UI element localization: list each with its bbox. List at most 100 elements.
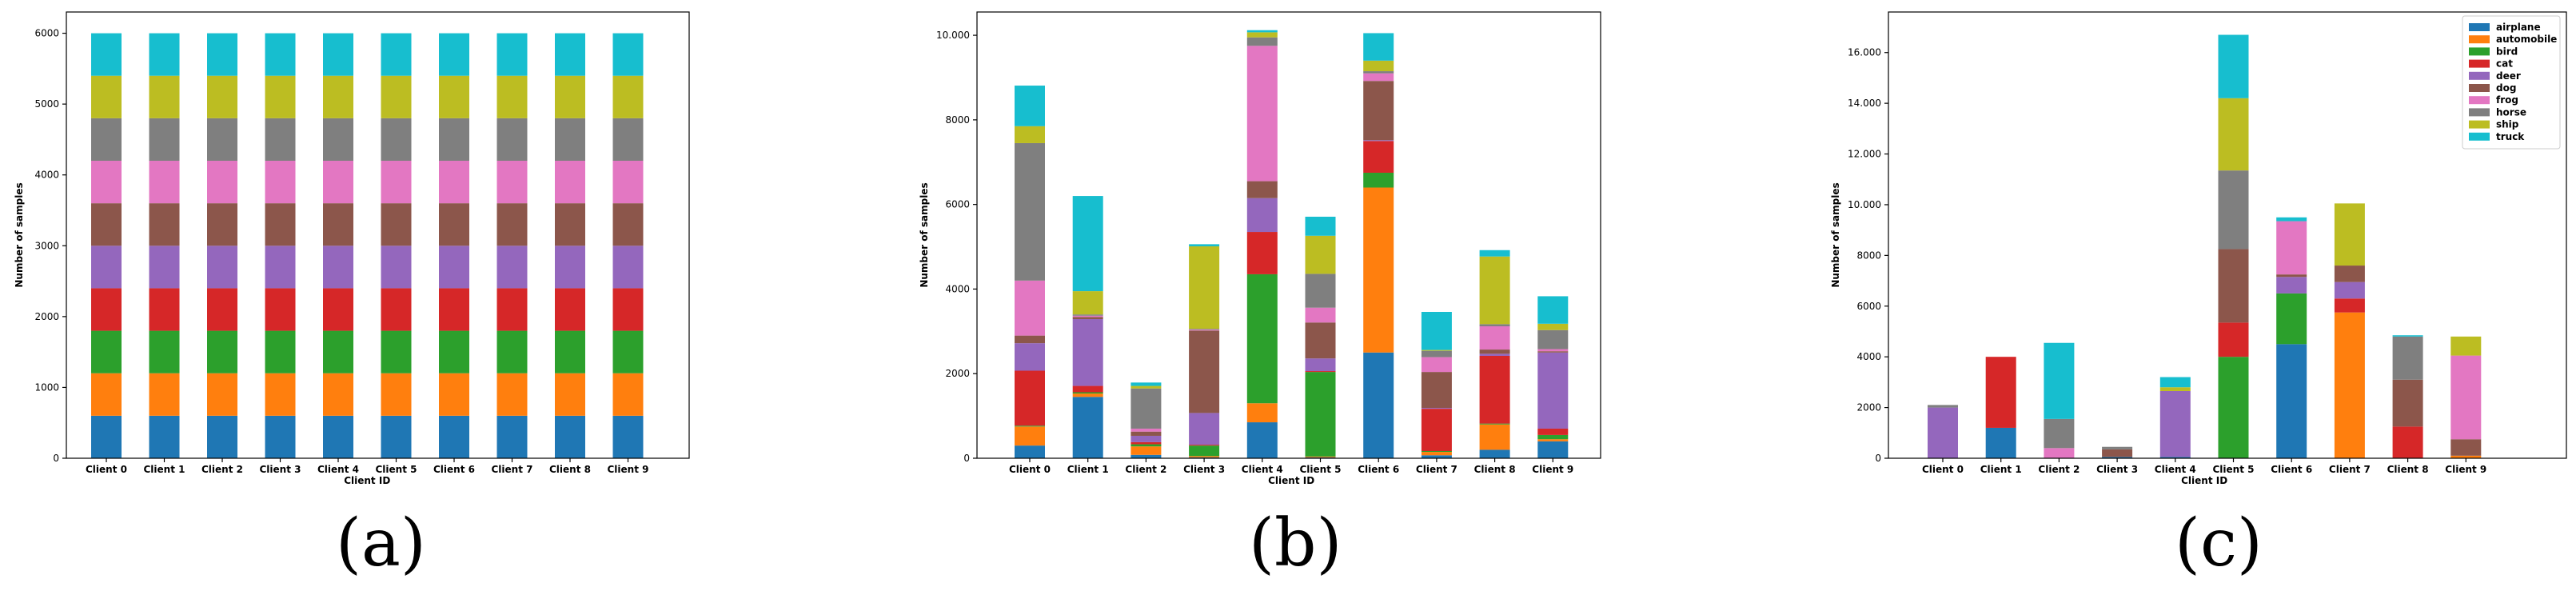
panel-c-bar-airplane bbox=[1985, 427, 2016, 458]
panel-a-bar-automobile bbox=[265, 373, 296, 416]
panel-b-bar-dog bbox=[1072, 317, 1103, 319]
panel-b-bar-deer bbox=[1363, 140, 1394, 142]
panel-b-ytick-label: 0 bbox=[963, 453, 970, 464]
panel-a-bar-cat bbox=[149, 288, 180, 331]
panel-a-xtick-label: Client 9 bbox=[608, 464, 649, 475]
panel-c-legend-swatch-automobile bbox=[2469, 35, 2490, 44]
panel-a-bar-airplane bbox=[439, 415, 469, 458]
panel-b-bar-automobile bbox=[1246, 403, 1278, 423]
panel-a-bar-dog bbox=[496, 203, 528, 246]
panel-c-legend-swatch-ship bbox=[2469, 120, 2490, 129]
panel-a-bar-cat bbox=[612, 288, 644, 331]
panel-a-bar-cat bbox=[381, 288, 412, 331]
panel-a-bar-automobile bbox=[555, 373, 585, 416]
panel-b-bar-deer bbox=[1537, 352, 1569, 429]
panel-a-bar-automobile bbox=[496, 373, 528, 416]
panel-a-bar-bird bbox=[381, 330, 412, 373]
panel-c-xtick-label: Client 1 bbox=[1980, 464, 2022, 475]
panel-a-xtick-label: Client 4 bbox=[317, 464, 359, 475]
panel-c-ytick-label: 6000 bbox=[1856, 301, 1881, 312]
panel-c-legend-swatch-dog bbox=[2469, 84, 2490, 92]
panel-b-bar-bird bbox=[1421, 451, 1452, 453]
panel-b-xtick-label: Client 1 bbox=[1067, 464, 1109, 475]
panel-a-bar-horse bbox=[91, 118, 122, 161]
panel-c-bar-ship bbox=[2334, 203, 2365, 266]
panel-b-bar-horse bbox=[1246, 37, 1278, 46]
panel-b-bar-airplane bbox=[1537, 441, 1569, 458]
panel-b-bar-cat bbox=[1363, 141, 1394, 173]
panel-b-bar-cat bbox=[1479, 356, 1510, 424]
panel-c-bar-ship bbox=[2159, 387, 2191, 391]
panel-c-bar-truck bbox=[2218, 34, 2249, 98]
panel-c-bar-dog bbox=[2392, 379, 2423, 427]
panel-b-bar-horse bbox=[1363, 71, 1394, 74]
panel-a-bar-horse bbox=[439, 118, 469, 161]
panel-b-bar-ship bbox=[1421, 349, 1452, 351]
panel-b-bar-deer bbox=[1015, 343, 1045, 371]
panel-b-bar-automobile bbox=[1015, 426, 1045, 446]
panel-c-bar-dog bbox=[2450, 439, 2482, 456]
panel-a-bar-frog bbox=[439, 161, 469, 204]
panel-a-bar-airplane bbox=[149, 415, 180, 458]
panel-b-bar-airplane bbox=[1130, 454, 1162, 458]
panel-a-bar-horse bbox=[207, 118, 237, 161]
panel-b-bar-horse bbox=[1015, 142, 1045, 281]
panel-a-bar-airplane bbox=[381, 415, 412, 458]
panel-a-bar-ship bbox=[612, 75, 644, 118]
panel-b-xtick-label: Client 2 bbox=[1125, 464, 1166, 475]
panel-c-bar-bird bbox=[2276, 293, 2307, 345]
panel-b-xaxis-label: Client ID bbox=[1268, 475, 1314, 486]
panel-b-bar-deer bbox=[1421, 408, 1452, 409]
panel-a-bar-frog bbox=[555, 161, 585, 204]
panel-b-ytick-label: 6000 bbox=[945, 199, 970, 210]
panel-b-xtick-label: Client 8 bbox=[1474, 464, 1516, 475]
panel-c-bar-automobile bbox=[2334, 312, 2365, 458]
panel-b-bar-frog bbox=[1130, 428, 1162, 432]
panel-c-bar-deer bbox=[2276, 277, 2307, 294]
panel-b-bar-truck bbox=[1305, 216, 1336, 236]
panel-c-legend: airplaneautomobilebirdcatdeerdogfroghors… bbox=[2462, 15, 2561, 150]
panel-b-xtick-label: Client 4 bbox=[1242, 464, 1283, 475]
panel-b-ytick-label: 8000 bbox=[945, 114, 970, 126]
panel-b-chart: 0 2000 4000 6000 8000 10.000 Client 0 Client 1 C… bbox=[919, 11, 1601, 486]
panel-a-bar-truck bbox=[91, 33, 122, 76]
panel-a-bar-bird bbox=[439, 330, 469, 373]
panel-b-bar-horse bbox=[1072, 314, 1103, 316]
panel-c-bar-ship bbox=[2450, 336, 2482, 356]
panel-c-legend-swatch-bird bbox=[2469, 47, 2490, 56]
panel-a-xtick-label: Client 7 bbox=[492, 464, 533, 475]
panel-a-bar-horse bbox=[265, 118, 296, 161]
panel-a-bar-frog bbox=[612, 161, 644, 204]
panel-b-bar-bird bbox=[1189, 445, 1220, 457]
panel-a-ytick-label: 0 bbox=[53, 453, 59, 464]
panel-a-yaxis-label: Number of samples bbox=[14, 182, 25, 287]
panel-b-bar-dog bbox=[1189, 330, 1220, 413]
panel-b-bar-truck bbox=[1537, 296, 1569, 324]
panel-a-bar-cat bbox=[555, 288, 585, 331]
panel-c-bar-cat bbox=[2392, 426, 2423, 458]
panel-c-legend-label-bird: bird bbox=[2496, 46, 2518, 57]
panel-b-bar-airplane bbox=[1479, 449, 1510, 458]
panel-b-label: (b) bbox=[1249, 505, 1342, 581]
panel-c-bar-truck bbox=[2392, 335, 2423, 337]
panel-c-ytick-label: 4000 bbox=[1856, 351, 1881, 362]
panel-b-bar-cat bbox=[1421, 409, 1452, 452]
panel-a-bar-frog bbox=[149, 161, 180, 204]
panel-b-xtick-label: Client 5 bbox=[1300, 464, 1342, 475]
panel-a-bar-bird bbox=[149, 330, 180, 373]
panel-a-bar-bird bbox=[555, 330, 585, 373]
panel-a-bar-horse bbox=[612, 118, 644, 161]
panel-b-xtick-label: Client 3 bbox=[1183, 464, 1225, 475]
panel-a-bars bbox=[91, 33, 644, 458]
panel-a-axes-frame bbox=[66, 11, 690, 459]
panel-b-bar-dog bbox=[1130, 431, 1162, 436]
panel-a-bar-bird bbox=[496, 330, 528, 373]
panel-a-xtick-label: Client 8 bbox=[549, 464, 591, 475]
panel-a-bar-ship bbox=[323, 75, 353, 118]
panel-c-legend-label-truck: truck bbox=[2496, 131, 2525, 142]
panel-a-ytick-label: 1000 bbox=[34, 381, 59, 393]
panel-b-axes-frame bbox=[976, 11, 1601, 459]
panel-a-bar-airplane bbox=[323, 415, 353, 458]
panel-b-bar-frog bbox=[1363, 73, 1394, 82]
